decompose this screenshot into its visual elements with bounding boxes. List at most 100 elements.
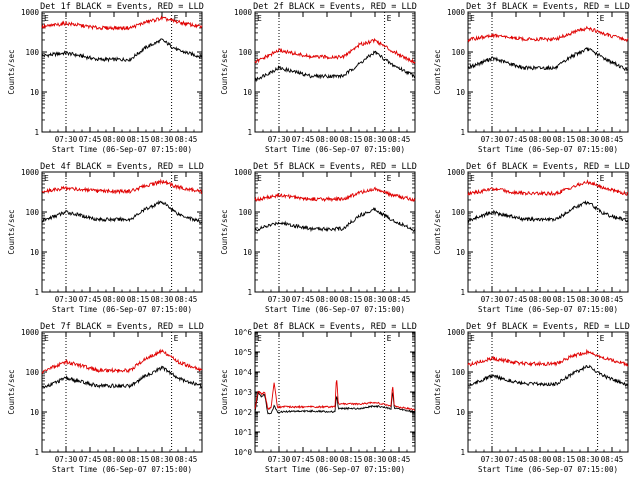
time-marker-label: E	[387, 334, 392, 343]
y-tick-label: 1000	[21, 328, 40, 337]
events-series-line	[254, 390, 416, 415]
x-tick-label: 08:45	[601, 135, 624, 144]
x-tick-label: 07:45	[292, 455, 315, 464]
y-tick-label: 10^4	[234, 368, 253, 377]
y-tick-label: 100	[451, 48, 465, 57]
corner-marker-label: E	[257, 14, 262, 23]
events-series-line	[41, 199, 202, 224]
x-tick-label: 07:45	[505, 455, 528, 464]
y-axis-label: Counts/sec	[7, 369, 16, 414]
y-tick-label: 1000	[234, 8, 253, 17]
x-axis-label: Start Time (06-Sep-07 07:15:00)	[265, 145, 405, 154]
y-axis-label: Counts/sec	[433, 369, 442, 414]
chart-panel-9: Det 9f BLACK = Events, RED = LLD 1 10 100 10…	[433, 322, 630, 474]
x-tick-label: 07:30	[481, 295, 504, 304]
x-tick-label: 08:45	[388, 135, 411, 144]
y-tick-label: 100	[451, 208, 465, 217]
x-tick-label: 07:30	[55, 455, 78, 464]
x-tick-label: 08:15	[127, 455, 150, 464]
y-tick-label: 10	[456, 248, 466, 257]
x-tick-label: 08:15	[553, 295, 576, 304]
lld-series-line	[254, 380, 416, 411]
x-axis-label: Start Time (06-Sep-07 07:15:00)	[265, 305, 405, 314]
x-tick-label: 08:00	[103, 455, 126, 464]
x-tick-label: 07:30	[55, 295, 78, 304]
lld-series-line	[41, 15, 203, 31]
x-axis-label: Start Time (06-Sep-07 07:15:00)	[52, 305, 192, 314]
events-series-line	[467, 200, 629, 224]
y-tick-label: 1000	[21, 8, 40, 17]
corner-marker-label: E	[44, 14, 49, 23]
corner-marker-label: E	[44, 334, 49, 343]
y-tick-label: 1	[460, 288, 465, 297]
events-series-line	[41, 38, 203, 63]
y-tick-label: 1	[247, 288, 252, 297]
y-tick-label: 1	[460, 448, 465, 457]
x-tick-label: 07:45	[79, 135, 102, 144]
x-tick-label: 08:30	[151, 295, 174, 304]
x-tick-label: 07:30	[268, 295, 291, 304]
x-tick-label: 07:45	[79, 455, 102, 464]
x-tick-label: 08:15	[553, 135, 576, 144]
y-tick-label: 10^0	[234, 448, 253, 457]
chart-title: Det 5f BLACK = Events, RED = LLD	[253, 162, 417, 172]
x-tick-label: 07:45	[292, 295, 315, 304]
x-tick-label: 08:15	[340, 135, 363, 144]
corner-marker-label: E	[257, 174, 262, 183]
time-marker-label: E	[387, 14, 392, 23]
x-tick-label: 08:30	[577, 295, 600, 304]
x-tick-label: 07:45	[505, 295, 528, 304]
time-marker-label: E	[174, 14, 179, 23]
x-tick-label: 07:30	[55, 135, 78, 144]
x-axis-label: Start Time (06-Sep-07 07:15:00)	[265, 465, 405, 474]
lld-series-line	[254, 37, 416, 65]
chart-panel-1: Det 1f BLACK = Events, RED = LLD 1 10 100 10…	[7, 2, 204, 154]
y-tick-label: 10	[456, 88, 466, 97]
chart-panel-3: Det 3f BLACK = Events, RED = LLD 1 10 100 10…	[433, 2, 630, 154]
y-tick-label: 10	[30, 408, 40, 417]
y-tick-label: 1	[34, 288, 39, 297]
y-tick-label: 10	[243, 88, 253, 97]
chart-panel-7: Det 7f BLACK = Events, RED = LLD 1 10 100 10…	[7, 322, 204, 474]
time-marker-label: E	[174, 174, 179, 183]
y-tick-label: 1000	[234, 168, 253, 177]
lld-series-line	[467, 25, 629, 43]
x-tick-label: 08:00	[529, 455, 552, 464]
x-tick-label: 08:15	[127, 295, 150, 304]
corner-marker-label: E	[470, 14, 475, 23]
y-tick-label: 10	[456, 408, 466, 417]
events-series-line	[467, 46, 629, 72]
chart-title: Det 6f BLACK = Events, RED = LLD	[466, 162, 630, 172]
x-axis-label: Start Time (06-Sep-07 07:15:00)	[478, 305, 618, 314]
x-tick-label: 07:45	[292, 135, 315, 144]
chart-title: Det 3f BLACK = Events, RED = LLD	[466, 2, 630, 12]
chart-title: Det 2f BLACK = Events, RED = LLD	[253, 2, 417, 12]
x-tick-label: 08:30	[577, 135, 600, 144]
y-tick-label: 1000	[447, 328, 466, 337]
y-tick-label: 100	[25, 368, 39, 377]
events-series-line	[254, 50, 416, 83]
y-tick-label: 10^2	[234, 408, 252, 417]
corner-marker-label: E	[470, 334, 475, 343]
x-tick-label: 08:30	[151, 455, 174, 464]
chart-panel-8: Det 8f BLACK = Events, RED = LLD 10^0 10^1…	[220, 322, 417, 474]
x-tick-label: 08:45	[388, 455, 411, 464]
x-tick-label: 08:45	[175, 295, 198, 304]
x-tick-label: 08:45	[601, 295, 624, 304]
y-tick-label: 1000	[447, 8, 466, 17]
x-tick-label: 08:30	[364, 135, 387, 144]
x-tick-label: 08:30	[364, 295, 387, 304]
x-axis-label: Start Time (06-Sep-07 07:15:00)	[478, 465, 618, 474]
x-tick-label: 07:45	[79, 295, 102, 304]
x-tick-label: 08:15	[553, 455, 576, 464]
chart-panel-2: Det 2f BLACK = Events, RED = LLD 1 10 100 10…	[220, 2, 417, 154]
y-tick-label: 100	[238, 208, 252, 217]
time-marker-label: E	[600, 334, 605, 343]
y-tick-label: 1000	[21, 168, 40, 177]
y-tick-label: 10	[30, 88, 40, 97]
x-tick-label: 07:45	[505, 135, 528, 144]
x-tick-label: 08:00	[316, 135, 339, 144]
x-tick-label: 08:45	[388, 295, 411, 304]
x-tick-label: 08:30	[151, 135, 174, 144]
x-tick-label: 08:00	[529, 295, 552, 304]
